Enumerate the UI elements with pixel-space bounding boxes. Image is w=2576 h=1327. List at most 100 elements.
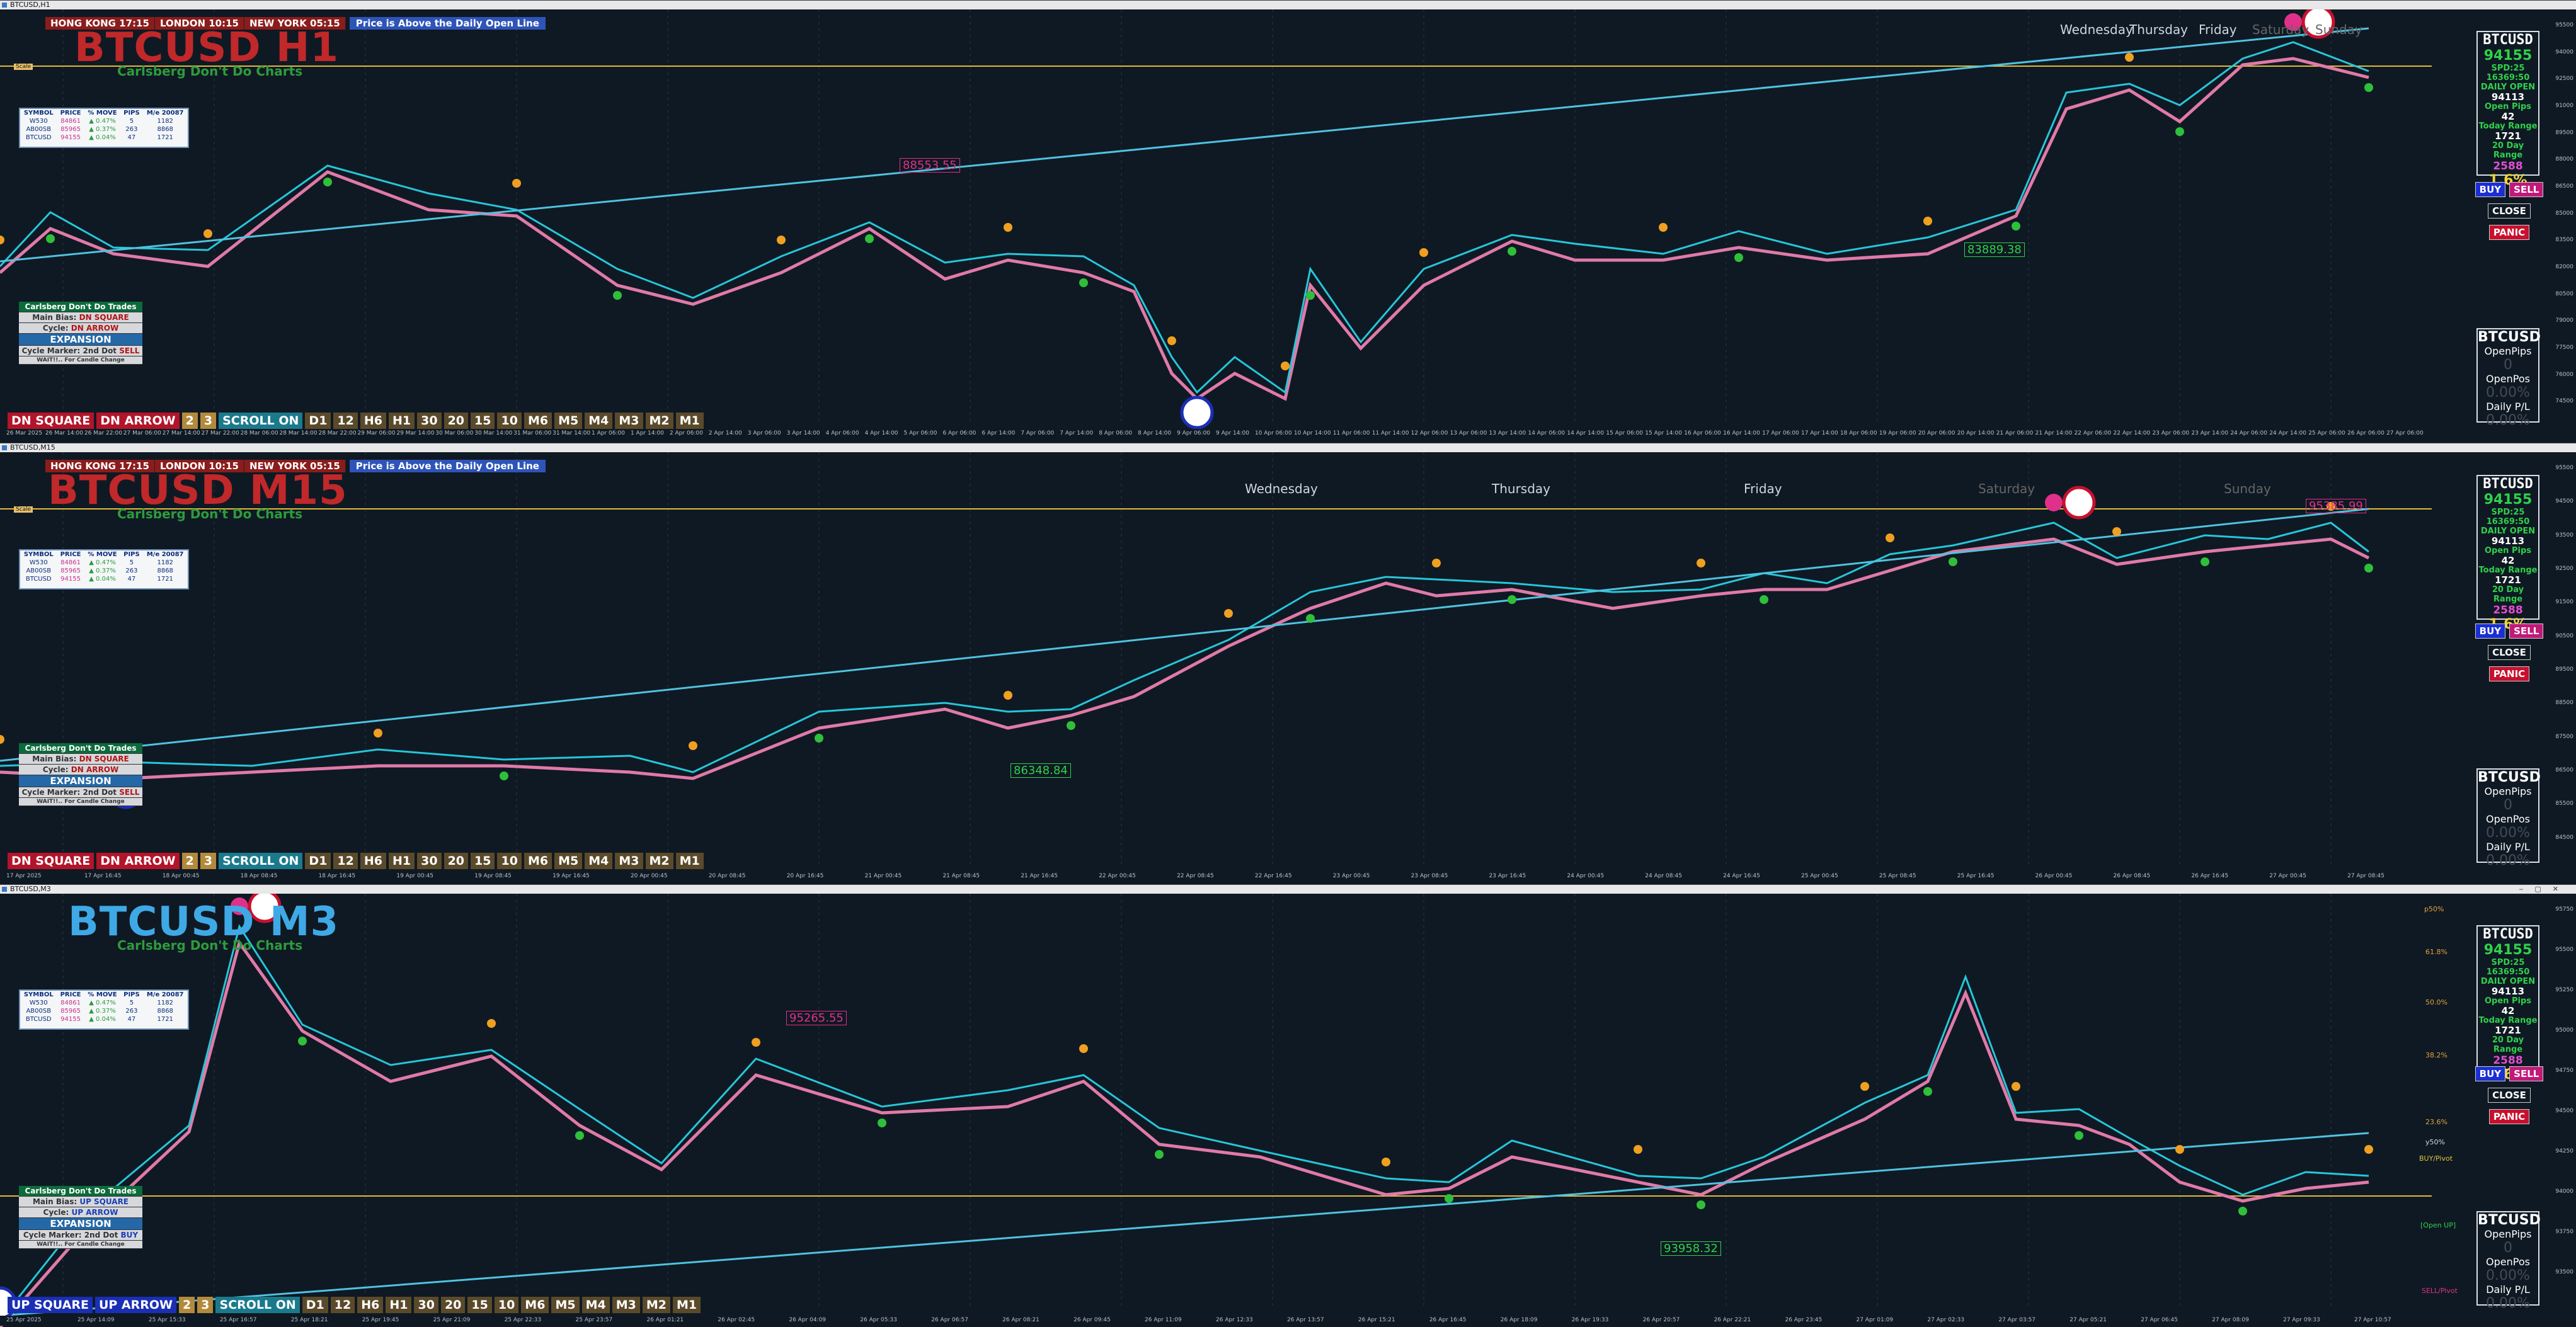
price-chart[interactable] — [0, 894, 2576, 1327]
tf-m3[interactable]: M3 — [615, 413, 643, 429]
tf-h6[interactable]: H6 — [360, 853, 386, 869]
tf-m2[interactable]: M2 — [645, 413, 673, 429]
tf-m5[interactable]: M5 — [551, 1297, 580, 1313]
scroll-on-button[interactable]: SCROLL ON — [219, 413, 303, 429]
scroll-on-button[interactable]: SCROLL ON — [219, 853, 303, 869]
time-tick: 19 Apr 08:45 — [474, 873, 512, 879]
info-hilo: 16369:50 — [2486, 967, 2530, 977]
tf-h1[interactable]: H1 — [386, 1297, 412, 1313]
tf-15[interactable]: 15 — [471, 853, 495, 869]
tf-12[interactable]: 12 — [333, 413, 358, 429]
price-tick: 94250 — [2555, 1148, 2573, 1154]
tf-15[interactable]: 15 — [467, 1297, 492, 1313]
tf-m5[interactable]: M5 — [554, 853, 583, 869]
tf-m6[interactable]: M6 — [521, 1297, 549, 1313]
panic-button[interactable]: PANIC — [2488, 666, 2530, 681]
tf-30[interactable]: 30 — [414, 1297, 438, 1313]
tf-m6[interactable]: M6 — [524, 413, 552, 429]
sell-button[interactable]: SELL — [2509, 624, 2544, 639]
btn-3[interactable]: 3 — [200, 413, 217, 429]
btn-2[interactable]: 2 — [179, 1297, 195, 1313]
swing-dot-orange — [1886, 533, 1894, 542]
price-chart[interactable] — [0, 9, 2576, 443]
close-button[interactable]: CLOSE — [2488, 203, 2531, 219]
tf-m4[interactable]: M4 — [585, 853, 613, 869]
tf-m5[interactable]: M5 — [554, 413, 583, 429]
tf-30[interactable]: 30 — [417, 853, 442, 869]
marker-value: SELL — [119, 346, 140, 355]
price-tick: 89500 — [2555, 129, 2573, 136]
price-tick: 95250 — [2555, 987, 2573, 993]
scale-tag[interactable]: Scale — [14, 64, 33, 70]
timeframe-bar: DN SQUARE DN ARROW 2 3 SCROLL ON D1 12 H… — [8, 853, 704, 869]
arrow-button[interactable]: DN ARROW — [96, 413, 180, 429]
tf-20[interactable]: 20 — [444, 413, 469, 429]
time-tick: 26 Apr 19:33 — [1571, 1317, 1609, 1323]
tf-20[interactable]: 20 — [444, 853, 469, 869]
chart-window-h1[interactable]: BTCUSD,H1 HONG KONG 17:15 LONDON 10:15 N… — [0, 0, 2576, 443]
cell: 1182 — [157, 118, 173, 125]
tf-h1[interactable]: H1 — [389, 853, 415, 869]
tf-d1[interactable]: D1 — [305, 413, 331, 429]
tf-m2[interactable]: M2 — [645, 853, 673, 869]
tf-m3[interactable]: M3 — [615, 853, 643, 869]
tf-m3[interactable]: M3 — [612, 1297, 640, 1313]
sell-button[interactable]: SELL — [2509, 182, 2544, 197]
tf-m1[interactable]: M1 — [675, 853, 704, 869]
chart-window-m15[interactable]: BTCUSD,M15 HONG KONG 17:15 LONDON 10:15 … — [0, 443, 2576, 884]
time-tick: 21 Apr 16:45 — [1021, 873, 1058, 879]
tf-m1[interactable]: M1 — [675, 413, 704, 429]
btn-2[interactable]: 2 — [181, 853, 198, 869]
tf-h6[interactable]: H6 — [360, 413, 386, 429]
tf-10[interactable]: 10 — [497, 853, 522, 869]
close-button[interactable]: CLOSE — [2488, 645, 2531, 660]
tf-m4[interactable]: M4 — [585, 413, 613, 429]
btn-3[interactable]: 3 — [197, 1297, 214, 1313]
arrow-button[interactable]: DN ARROW — [96, 853, 180, 869]
tf-m4[interactable]: M4 — [581, 1297, 610, 1313]
col-move: % MOVE — [88, 991, 117, 998]
tf-15[interactable]: 15 — [471, 413, 495, 429]
panic-button[interactable]: PANIC — [2488, 1109, 2530, 1124]
bias-button[interactable]: UP SQUARE — [8, 1297, 93, 1313]
tf-d1[interactable]: D1 — [305, 853, 331, 869]
buy-button[interactable]: BUY — [2475, 1066, 2506, 1081]
price-line — [0, 521, 2369, 773]
buy-button[interactable]: BUY — [2475, 624, 2506, 639]
buy-button[interactable]: BUY — [2475, 182, 2506, 197]
tf-10[interactable]: 10 — [497, 413, 522, 429]
time-tick: 19 Apr 00:45 — [396, 873, 434, 879]
time-tick: 28 Mar 06:00 — [240, 430, 278, 436]
swing-dot-green — [2012, 222, 2020, 231]
price-chart[interactable] — [0, 452, 2576, 884]
tf-h1[interactable]: H1 — [389, 413, 415, 429]
time-tick: 27 Apr 08:09 — [2212, 1317, 2249, 1323]
close-button[interactable]: CLOSE — [2488, 1088, 2531, 1103]
time-tick: 25 Apr 08:45 — [1879, 873, 1916, 879]
scale-tag[interactable]: Scale — [14, 506, 33, 513]
tf-h6[interactable]: H6 — [357, 1297, 384, 1313]
open-pos-label: OpenPos — [2486, 373, 2530, 385]
btn-2[interactable]: 2 — [181, 413, 198, 429]
window-controls[interactable]: ‒▢✕ — [2519, 885, 2570, 893]
tf-30[interactable]: 30 — [417, 413, 442, 429]
tf-d1[interactable]: D1 — [302, 1297, 328, 1313]
wait-note: WAIT!!.. For Candle Change — [19, 1241, 142, 1249]
panic-button[interactable]: PANIC — [2488, 225, 2530, 240]
tf-10[interactable]: 10 — [494, 1297, 519, 1313]
chart-window-m3[interactable]: BTCUSD,M3 ‒▢✕ BTCUSD M3 Carlsberg Don't D… — [0, 884, 2576, 1327]
tf-m6[interactable]: M6 — [524, 853, 552, 869]
tf-m1[interactable]: M1 — [673, 1297, 701, 1313]
tf-12[interactable]: 12 — [333, 853, 358, 869]
arrow-button[interactable]: UP ARROW — [94, 1297, 177, 1313]
tf-20[interactable]: 20 — [440, 1297, 466, 1313]
btn-3[interactable]: 3 — [200, 853, 217, 869]
bias-button[interactable]: DN SQUARE — [8, 853, 94, 869]
bias-button[interactable]: DN SQUARE — [8, 413, 94, 429]
time-tick: 27 Apr 03:57 — [1998, 1317, 2036, 1323]
swing-dot-green — [575, 1131, 584, 1140]
sell-button[interactable]: SELL — [2509, 1066, 2544, 1081]
tf-m2[interactable]: M2 — [642, 1297, 670, 1313]
scroll-on-button[interactable]: SCROLL ON — [215, 1297, 300, 1313]
tf-12[interactable]: 12 — [330, 1297, 355, 1313]
